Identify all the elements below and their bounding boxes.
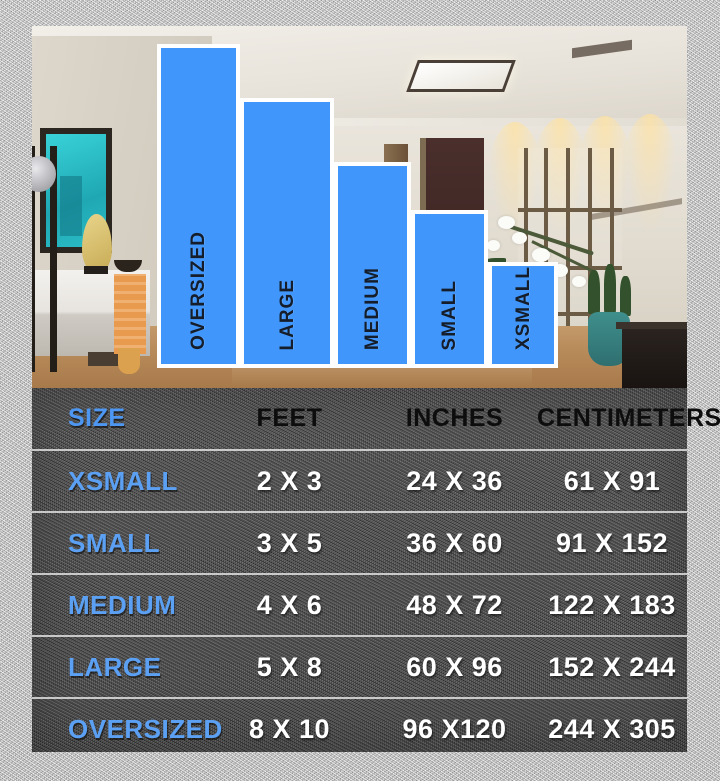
- cell-feet: 3 X 5: [256, 527, 323, 558]
- cell-size: XSMALL: [68, 465, 178, 496]
- cell-centimeters: 152 X 244: [548, 651, 676, 682]
- cell-centimeters: 244 X 305: [548, 713, 676, 744]
- cell-feet: 8 X 10: [248, 713, 331, 744]
- table-header-row: SIZE FEET INCHES CENTIMETERS: [32, 388, 720, 451]
- downlight-glow-icon: [622, 114, 678, 234]
- ceiling-strip: [282, 118, 687, 126]
- size-frame-label: OVERSIZED: [188, 231, 209, 350]
- cell-feet: 2 X 3: [256, 465, 323, 496]
- size-frame-large[interactable]: LARGE: [240, 98, 334, 368]
- table-row: LARGE 5 X 8 60 X 96 152 X 244: [32, 637, 687, 699]
- runner-tail: [118, 348, 140, 374]
- size-frame-label: MEDIUM: [362, 266, 383, 350]
- size-frame-label: XSMALL: [512, 265, 534, 350]
- cell-size: MEDIUM: [68, 589, 177, 620]
- cell-centimeters: 61 X 91: [563, 465, 661, 496]
- cell-inches: 24 X 36: [406, 465, 503, 496]
- table-row: OVERSIZED 8 X 10 96 X120 244 X 305: [32, 699, 687, 759]
- column-header-feet: FEET: [256, 404, 323, 432]
- cell-inches: 36 X 60: [406, 527, 503, 558]
- column-header-size: SIZE: [68, 404, 126, 432]
- orchid-bloom-icon: [572, 276, 586, 287]
- cell-size: LARGE: [68, 651, 162, 682]
- cell-inches: 96 X120: [402, 713, 507, 744]
- table-row: MEDIUM 4 X 6 48 X 72 122 X 183: [32, 575, 687, 637]
- orchid-bloom-icon: [512, 232, 527, 244]
- column-header-centimeters: CENTIMETERS: [537, 404, 720, 432]
- room-photo: OVERSIZED LARGE MEDIUM SMALL XSMALL: [32, 26, 687, 388]
- size-frame-label: LARGE: [276, 278, 298, 351]
- cell-centimeters: 122 X 183: [548, 589, 676, 620]
- orange-table-runner: [114, 274, 146, 354]
- size-frame-medium[interactable]: MEDIUM: [334, 162, 411, 368]
- cell-size: SMALL: [68, 527, 161, 558]
- gold-bust-sculpture: [82, 214, 112, 272]
- decor-bowl: [114, 260, 142, 272]
- orchid-bloom-icon: [532, 248, 550, 262]
- orchid-leaf: [588, 270, 600, 314]
- cell-size: OVERSIZED: [68, 713, 223, 744]
- size-frame-small[interactable]: SMALL: [411, 210, 488, 368]
- cell-feet: 4 X 6: [256, 589, 323, 620]
- column-header-inches: INCHES: [405, 404, 504, 432]
- sideboard-top: [616, 322, 687, 329]
- size-frame-oversized[interactable]: OVERSIZED: [157, 44, 240, 368]
- orchid-bloom-icon: [498, 216, 515, 229]
- size-frame-label: SMALL: [439, 279, 460, 350]
- orchid-leaf: [604, 264, 616, 314]
- cell-centimeters: 91 X 152: [555, 527, 669, 558]
- size-chart-table: SIZE FEET INCHES CENTIMETERS XSMALL 2 X …: [32, 388, 720, 752]
- bust-base: [84, 266, 108, 274]
- cell-feet: 5 X 8: [256, 651, 323, 682]
- size-frame-xsmall[interactable]: XSMALL: [488, 262, 558, 368]
- orchid-bloom-icon: [487, 240, 500, 251]
- cell-inches: 48 X 72: [406, 589, 503, 620]
- ceiling-light-fixture-icon: [406, 60, 516, 92]
- table-row: SMALL 3 X 5 36 X 60 91 X 152: [32, 513, 687, 575]
- cell-inches: 60 X 96: [406, 651, 503, 682]
- orchid-leaf: [620, 276, 631, 316]
- table-row: XSMALL 2 X 3 24 X 36 61 X 91: [32, 451, 687, 513]
- dark-sideboard: [622, 326, 687, 388]
